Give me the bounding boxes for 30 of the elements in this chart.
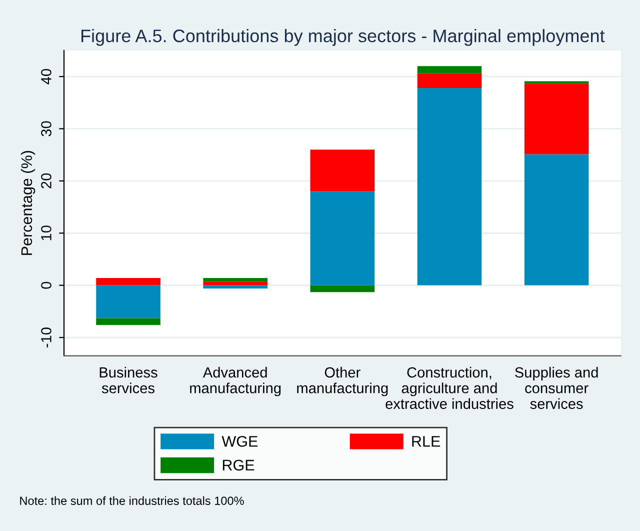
bar xyxy=(524,154,589,286)
bar xyxy=(310,191,375,286)
y-tick-label: 0 xyxy=(41,282,52,289)
y-tick-label: 30 xyxy=(41,121,52,136)
bar xyxy=(96,285,160,318)
y-tick-label: 10 xyxy=(41,226,52,240)
bar xyxy=(310,150,375,192)
x-tick-label: Advanced manufacturing xyxy=(190,366,281,396)
chart-title: Figure A.5. Contributions by major sectors - Marginal employment xyxy=(81,29,605,46)
bar xyxy=(417,73,482,88)
bar xyxy=(96,278,160,286)
y-tick-label: 40 xyxy=(41,69,52,84)
y-axis-title: Percentage (%) xyxy=(20,150,36,255)
legend-label: RGE xyxy=(222,460,254,471)
y-tick-label: 20 xyxy=(41,173,52,188)
bar xyxy=(524,84,589,154)
legend-label: RLE xyxy=(412,436,440,447)
y-tick-label: -10 xyxy=(41,328,52,348)
bar xyxy=(203,285,268,288)
bar xyxy=(203,282,268,286)
legend-label: WGE xyxy=(222,436,258,447)
x-tick-label: Business services xyxy=(100,366,158,394)
x-tick-label: Supplies and consumer services xyxy=(515,366,598,410)
bar xyxy=(96,318,160,325)
text: Note: the sum of the industries totals 100% xyxy=(20,496,244,505)
bar xyxy=(203,278,268,282)
bar xyxy=(417,88,482,286)
bar xyxy=(417,66,482,74)
bar xyxy=(310,285,375,292)
bar xyxy=(524,81,589,84)
